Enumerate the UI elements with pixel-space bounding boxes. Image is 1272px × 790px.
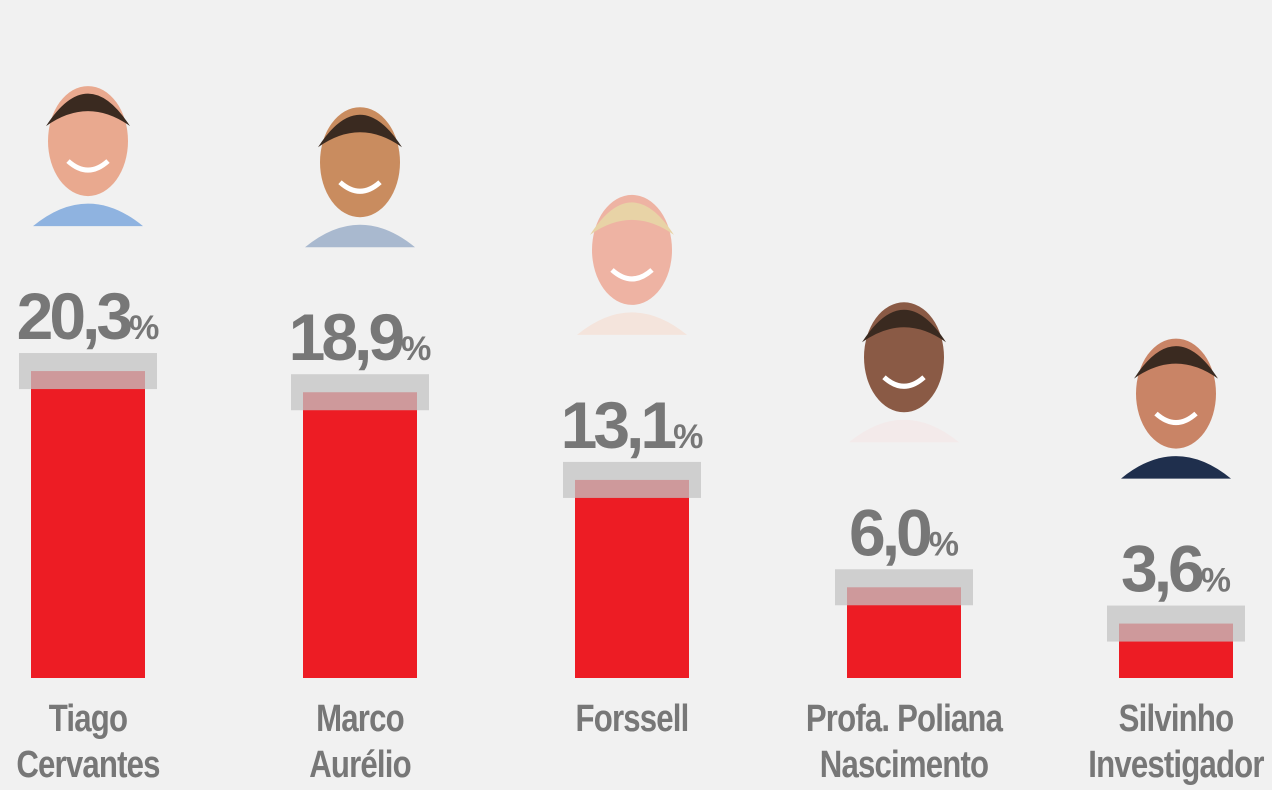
value-number: 18,9	[289, 300, 404, 374]
value-number: 20,3	[17, 279, 132, 353]
value-label: 20,3%	[17, 279, 160, 353]
bar-cap	[563, 462, 701, 498]
portrait-shirt	[33, 204, 143, 227]
portrait	[305, 107, 415, 247]
bar	[303, 392, 417, 678]
x-tick-label: Profa. Poliana Nascimento	[789, 696, 1019, 788]
value-unit: %	[929, 525, 959, 563]
page: {"chart_data": {"type": "bar", "categori…	[0, 0, 1272, 790]
value-number: 6,0	[849, 495, 930, 569]
bar	[31, 371, 145, 678]
value-label: 18,9%	[289, 300, 432, 374]
portrait-shirt	[1121, 456, 1231, 479]
chart: 20,3%18,9%13,1%6,0%3,6%	[0, 0, 1272, 790]
value-unit: %	[1201, 562, 1231, 600]
value-unit: %	[401, 330, 431, 368]
value-label: 3,6%	[1121, 532, 1231, 606]
bar	[575, 480, 689, 678]
portrait-shirt	[577, 312, 687, 335]
bar-cap	[19, 353, 157, 389]
bar-cap	[291, 374, 429, 410]
bar-cap	[1107, 606, 1245, 642]
value-number: 3,6	[1121, 532, 1203, 606]
x-tick-label: Marco Aurélio	[245, 696, 475, 788]
bar-cap	[835, 569, 973, 605]
portrait-shirt	[305, 225, 415, 248]
portrait	[33, 86, 143, 226]
portrait	[849, 302, 959, 442]
value-unit: %	[129, 309, 159, 347]
value-unit: %	[673, 418, 703, 456]
x-tick-label: Silvinho Investigador	[1061, 696, 1272, 788]
portrait	[577, 195, 687, 335]
value-label: 13,1%	[561, 388, 704, 462]
x-tick-label: Forssell	[517, 696, 747, 742]
value-label: 6,0%	[849, 495, 959, 569]
portrait-shirt	[849, 420, 959, 443]
x-tick-label: Tiago Cervantes	[0, 696, 203, 788]
portrait	[1121, 339, 1231, 479]
value-number: 13,1	[561, 388, 676, 462]
